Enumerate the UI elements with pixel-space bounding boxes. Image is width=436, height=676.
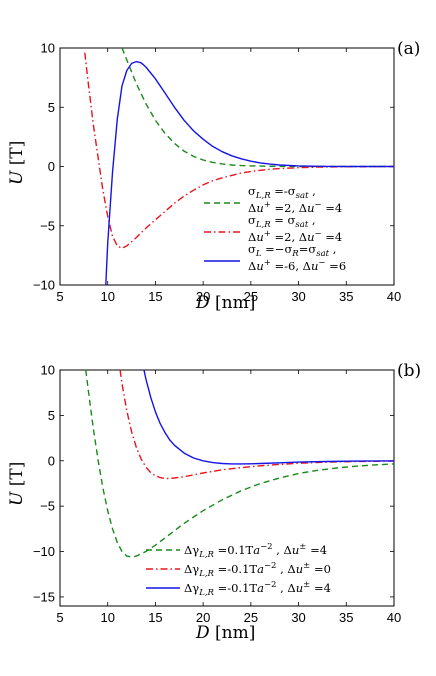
legend-a-label-2-line2: Δu+ =-6, Δu− =6 (248, 258, 346, 273)
ytick-label-b-2: 0 (48, 453, 55, 468)
xtick-label-a-3: 20 (196, 289, 210, 304)
ytick-label-b-4: −10 (33, 544, 55, 559)
ytick-label-a-2: 0 (48, 159, 55, 174)
legend-a: σL,R =-σsat , Δu+ =2, Δu− =4 σL,R = σsat… (204, 184, 346, 273)
ytick-label-b-3: −5 (40, 499, 55, 514)
svg-text:U [T]: U [T] (7, 141, 27, 185)
ticks-b: 5 10 15 20 25 30 35 40 10 5 0 −5 −10 −15 (33, 363, 401, 626)
plot-frame-b (59, 369, 395, 607)
series-b (85, 370, 394, 558)
svg-text:D [nm]: D [nm] (195, 293, 255, 313)
legend-b-label-2: ΔγL,R =-0.1Ta−2 , Δu± =4 (184, 580, 331, 598)
legend-b: ΔγL,R =0.1Ta−2 , Δu± =4 ΔγL,R =-0.1Ta−2 … (146, 542, 331, 598)
panel-label-b: (b) (397, 361, 421, 381)
xtick-label-b-3: 20 (196, 610, 210, 625)
xtick-label-a-2: 15 (148, 289, 162, 304)
xtick-label-b-6: 35 (339, 610, 353, 625)
legend-a-label-1-line1: σL,R = σsat , (248, 213, 316, 230)
ylabel-b: U [T] (7, 462, 27, 506)
series-line-b-0 (85, 370, 394, 558)
ticks-a: 5 10 15 20 25 30 35 40 10 5 0 −5 −10 (33, 41, 401, 305)
xtick-label-a-7: 40 (387, 289, 401, 304)
series-line-b-2 (143, 370, 394, 465)
xtick-label-a-6: 35 (339, 289, 353, 304)
svg-text:D [nm]: D [nm] (195, 623, 255, 643)
xtick-label-b-2: 15 (148, 610, 162, 625)
series-line-a-2 (105, 60, 394, 285)
panel-a: 5 10 15 20 25 30 35 40 10 5 0 −5 −10 (a) D [nm] U [T… (7, 39, 420, 313)
ytick-label-a-0: 10 (41, 41, 55, 56)
ytick-label-a-4: −10 (33, 278, 55, 293)
ytick-label-b-0: 10 (41, 363, 55, 378)
legend-a-label-2-line1: σL =−σR=σsat , (248, 242, 336, 259)
ylabel-a: U [T] (7, 141, 27, 185)
xtick-label-a-5: 30 (291, 289, 305, 304)
xtick-label-b-4: 25 (244, 610, 258, 625)
ytick-label-a-3: −5 (40, 218, 55, 233)
xtick-label-a-0: 5 (56, 289, 63, 304)
ytick-label-a-1: 5 (48, 100, 55, 115)
xlabel-a: D [nm] (195, 293, 255, 313)
series-line-b-1 (119, 370, 394, 480)
panel-b: 5 10 15 20 25 30 35 40 10 5 0 −5 −10 −15 (b) D [nm] U… (7, 361, 421, 643)
xtick-label-a-4: 25 (244, 289, 258, 304)
xtick-label-b-1: 10 (100, 610, 114, 625)
xlabel-b: D [nm] (195, 623, 255, 643)
series-line-a-1 (84, 52, 394, 249)
legend-b-label-0: ΔγL,R =0.1Ta−2 , Δu± =4 (184, 542, 327, 560)
xtick-label-b-7: 40 (387, 610, 401, 625)
svg-text:U [T]: U [T] (7, 462, 27, 506)
xtick-label-a-1: 10 (100, 289, 114, 304)
panel-label-a: (a) (397, 39, 420, 59)
xtick-label-b-0: 5 (56, 610, 63, 625)
legend-a-label-0-line1: σL,R =-σsat , (248, 184, 316, 201)
ytick-label-b-1: 5 (48, 408, 55, 423)
series-a (84, 48, 394, 285)
legend-b-label-1: ΔγL,R =-0.1Ta−2 , Δu± =0 (184, 561, 331, 579)
ytick-label-b-5: −15 (33, 589, 55, 604)
xtick-label-b-5: 30 (291, 610, 305, 625)
series-line-a-0 (121, 48, 394, 168)
